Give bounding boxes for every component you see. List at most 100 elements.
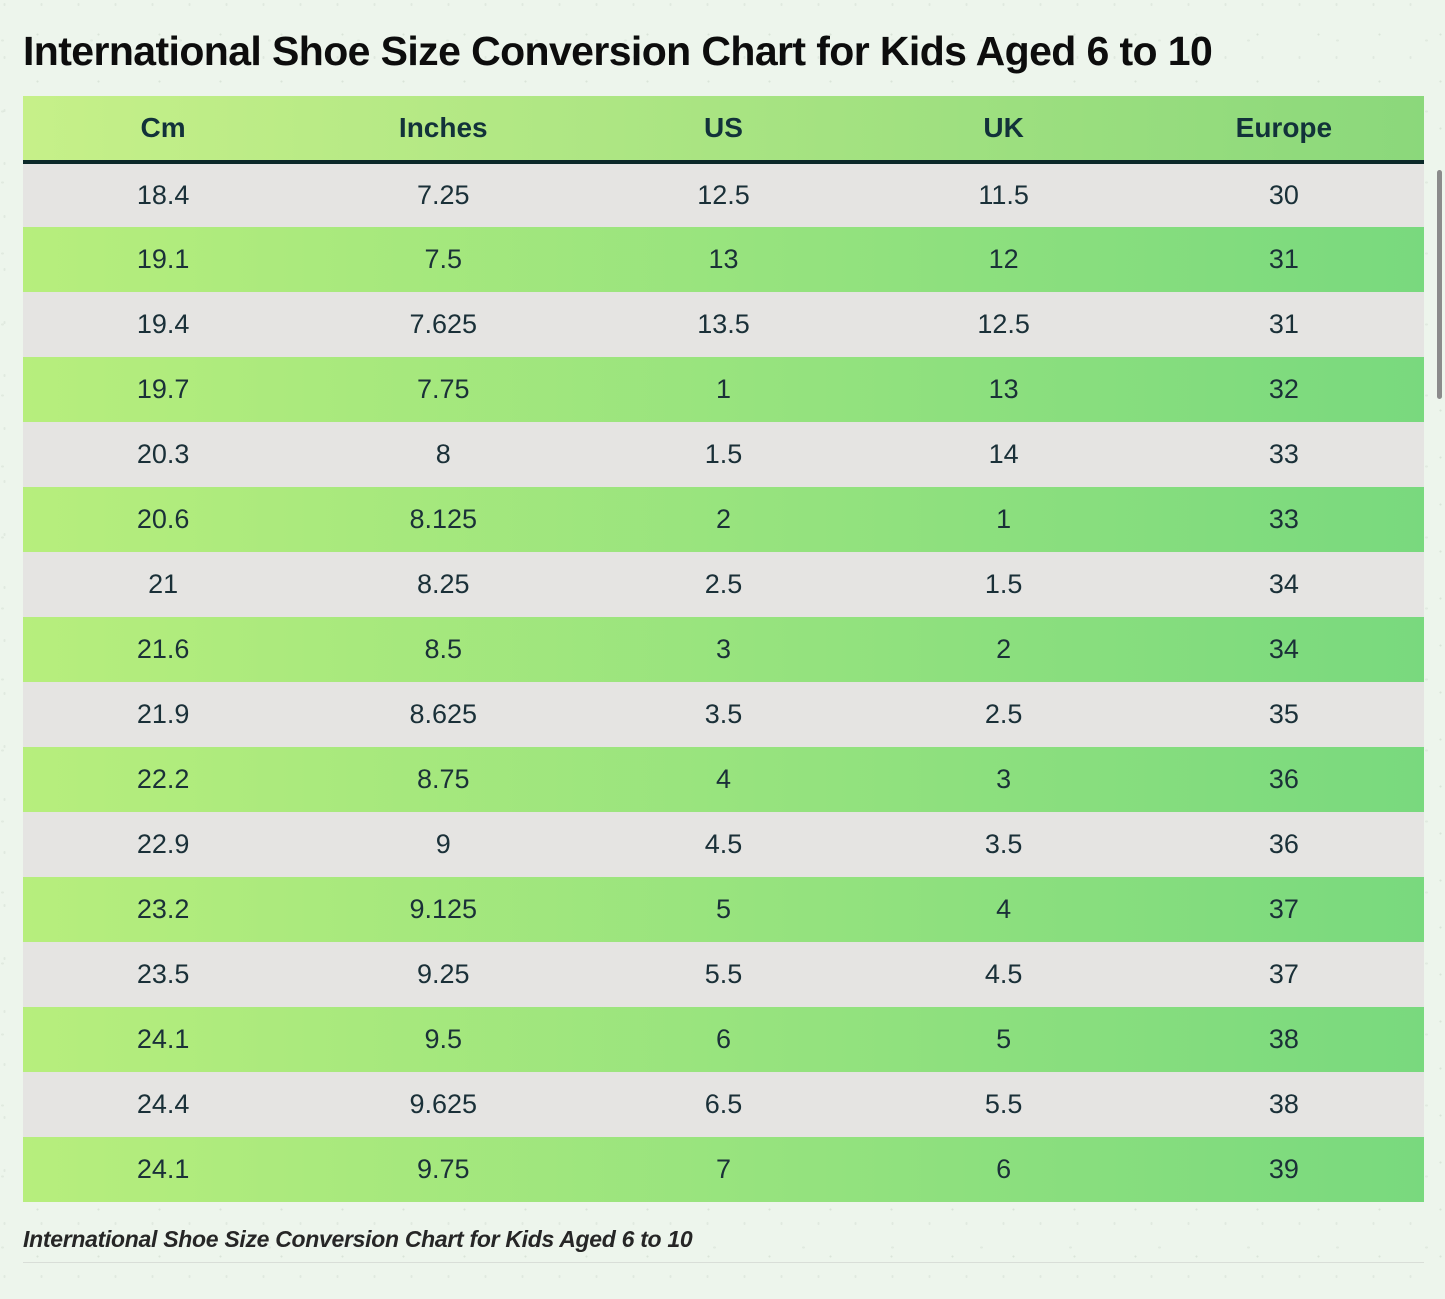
table-row: 18.4 7.25 12.5 11.5 30 [23, 162, 1424, 228]
table-row: 21.9 8.625 3.5 2.5 35 [23, 682, 1424, 748]
table-cell: 24.1 [136, 1024, 190, 1055]
table-cell: 12.5 [697, 180, 750, 211]
table-cell: 6 [996, 1154, 1012, 1185]
table-cell: 1 [996, 504, 1012, 535]
table-cell: 8.125 [409, 504, 478, 535]
table-cell: 3 [715, 634, 731, 665]
table-cell: 1 [715, 374, 731, 405]
table-header: Cm Inches US UK Europe [23, 96, 1424, 165]
table-row: 20.3 8 1.5 14 33 [23, 422, 1424, 488]
table-cell: 23.5 [136, 959, 190, 990]
table-row: 21.6 8.5 3 2 34 [23, 617, 1424, 683]
table-cell: 4 [715, 764, 731, 795]
table-cell: 3.5 [704, 699, 743, 730]
table-cell: 7.5 [424, 244, 463, 275]
table-row: 24.1 9.75 7 6 39 [23, 1137, 1424, 1203]
table-cell: 1.5 [704, 439, 743, 470]
table-cell: 9.625 [409, 1089, 478, 1120]
table-cell: 18.4 [136, 180, 190, 211]
table-cell: 32 [1268, 374, 1299, 405]
table-cell: 5.5 [704, 959, 743, 990]
column-header-cm: Cm [23, 96, 304, 165]
table-cell: 21.6 [136, 634, 190, 665]
table-cell: 31 [1268, 309, 1299, 340]
table-cell: 37 [1268, 894, 1299, 925]
table-cell: 23.2 [136, 894, 190, 925]
table-cell: 30 [1268, 180, 1299, 211]
table-cell: 6 [715, 1024, 731, 1055]
table-cell: 7.75 [417, 374, 470, 405]
table-cell: 12 [988, 244, 1019, 275]
table-row: 22.2 8.75 4 3 36 [23, 747, 1424, 813]
table-row: 20.6 8.125 2 1 33 [23, 487, 1424, 553]
table-cell: 13 [988, 374, 1019, 405]
table-cell: 34 [1268, 634, 1299, 665]
table-cell: 2 [996, 634, 1012, 665]
table-cell: 14 [988, 439, 1019, 470]
table-cell: 3.5 [984, 829, 1023, 860]
table-cell: 35 [1268, 699, 1299, 730]
table-cell: 21 [148, 569, 179, 600]
column-header-europe: Europe [1143, 96, 1424, 165]
table-cell: 36 [1268, 829, 1299, 860]
table-cell: 2.5 [704, 569, 743, 600]
column-header-uk: UK [863, 96, 1144, 165]
table-cell: 8.5 [424, 634, 463, 665]
table-row: 24.1 9.5 6 5 38 [23, 1007, 1424, 1073]
table-cell: 7.25 [417, 180, 470, 211]
table-row: 19.7 7.75 1 13 32 [23, 357, 1424, 423]
table-caption: International Shoe Size Conversion Chart… [23, 1226, 693, 1253]
table-container: Cm Inches US UK Europe 18.4 7.25 12.5 11.5 30 19.… [23, 96, 1424, 1203]
table-cell: 31 [1268, 244, 1299, 275]
table-cell: 38 [1268, 1024, 1299, 1055]
table-cell: 8.75 [417, 764, 470, 795]
table-row: 19.1 7.5 13 12 31 [23, 227, 1424, 293]
table-cell: 38 [1268, 1089, 1299, 1120]
table-cell: 8.25 [417, 569, 470, 600]
table-row: 22.9 9 4.5 3.5 36 [23, 812, 1424, 878]
column-header-us: US [583, 96, 864, 165]
table-cell: 20.6 [136, 504, 190, 535]
table-cell: 5 [996, 1024, 1012, 1055]
table-row: 19.4 7.625 13.5 12.5 31 [23, 292, 1424, 358]
table-cell: 9.5 [424, 1024, 463, 1055]
table-cell: 4.5 [984, 959, 1023, 990]
table-cell: 20.3 [136, 439, 190, 470]
table-cell: 13 [708, 244, 739, 275]
table-row: 23.2 9.125 5 4 37 [23, 877, 1424, 943]
table-cell: 33 [1268, 439, 1299, 470]
table-cell: 9.75 [417, 1154, 470, 1185]
table-cell: 19.4 [136, 309, 190, 340]
table-cell: 22.9 [136, 829, 190, 860]
vertical-scrollbar[interactable] [1437, 170, 1442, 399]
table-cell: 4 [996, 894, 1012, 925]
table-cell: 21.9 [136, 699, 190, 730]
divider [23, 1262, 1424, 1264]
table-cell: 39 [1268, 1154, 1299, 1185]
table-cell: 12.5 [977, 309, 1030, 340]
table-cell: 1.5 [984, 569, 1023, 600]
table-cell: 4.5 [704, 829, 743, 860]
page-title: International Shoe Size Conversion Chart… [23, 28, 1213, 74]
table-body: 18.4 7.25 12.5 11.5 30 19.1 7.5 13 12 31 19.4 7.625… [23, 162, 1424, 1203]
table-cell: 5 [715, 894, 731, 925]
table-cell: 5.5 [984, 1089, 1023, 1120]
table-cell: 19.7 [136, 374, 190, 405]
table-cell: 9 [435, 829, 451, 860]
table-cell: 24.4 [136, 1089, 190, 1120]
table-cell: 3 [996, 764, 1012, 795]
table-cell: 33 [1268, 504, 1299, 535]
table-cell: 34 [1268, 569, 1299, 600]
table-cell: 24.1 [136, 1154, 190, 1185]
column-header-inches: Inches [303, 96, 584, 165]
table-cell: 8.625 [409, 699, 478, 730]
header-row: Cm Inches US UK Europe [23, 96, 1424, 165]
table-cell: 13.5 [697, 309, 750, 340]
table-cell: 6.5 [704, 1089, 743, 1120]
table-cell: 2 [715, 504, 731, 535]
table-cell: 19.1 [136, 244, 190, 275]
table-row: 21 8.25 2.5 1.5 34 [23, 552, 1424, 618]
table-cell: 7 [715, 1154, 731, 1185]
table-row: 24.4 9.625 6.5 5.5 38 [23, 1072, 1424, 1138]
table-cell: 9.25 [417, 959, 470, 990]
